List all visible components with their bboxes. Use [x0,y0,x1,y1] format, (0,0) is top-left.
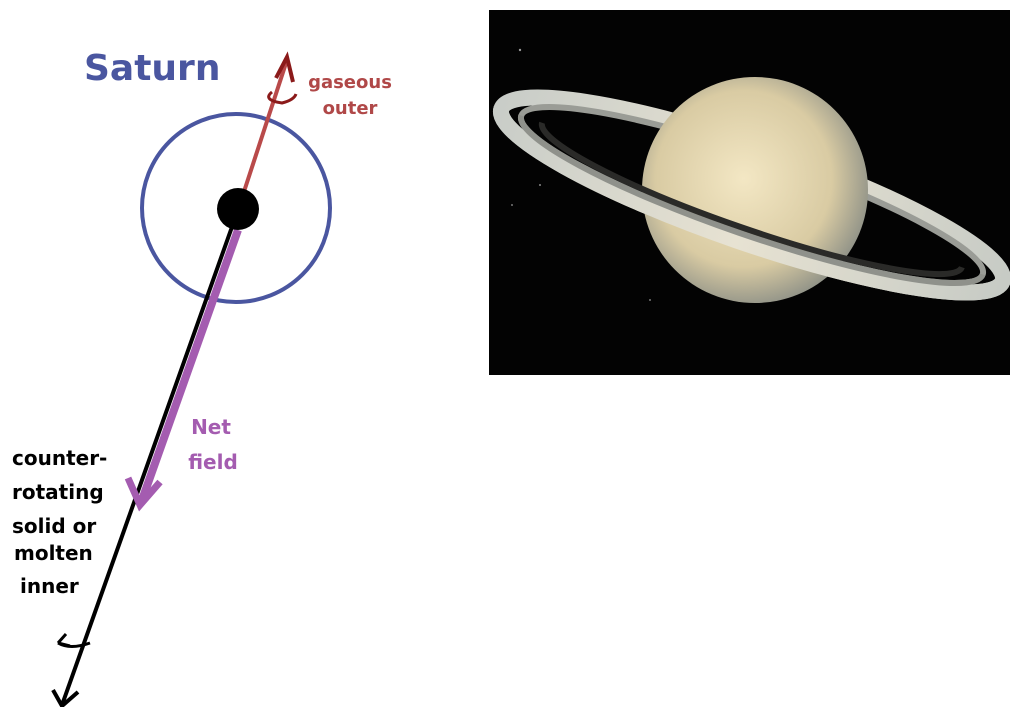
net-field-axis [138,228,242,502]
saturn-outline [140,112,332,304]
inner-label: molten [14,541,93,565]
outer-axis [236,59,289,211]
inner-arrowhead [51,689,80,707]
core [217,188,259,230]
outer-label: gaseous [308,72,392,93]
outer-label: outer [323,98,378,119]
inner-label: solid or [12,514,96,538]
net-field-arrowhead [124,476,163,512]
inner-axis [60,209,240,706]
title: Saturn [84,48,220,89]
inner-rotation [56,633,91,648]
inner-label: rotating [12,480,104,504]
saturn-photo [489,10,1010,375]
inner-label: counter- [12,446,107,470]
net-label: field [188,450,238,474]
net-label: Net [191,415,231,439]
outer-rotation [267,90,298,105]
inner-label: inner [20,574,79,598]
outer-arrowhead [274,51,295,83]
